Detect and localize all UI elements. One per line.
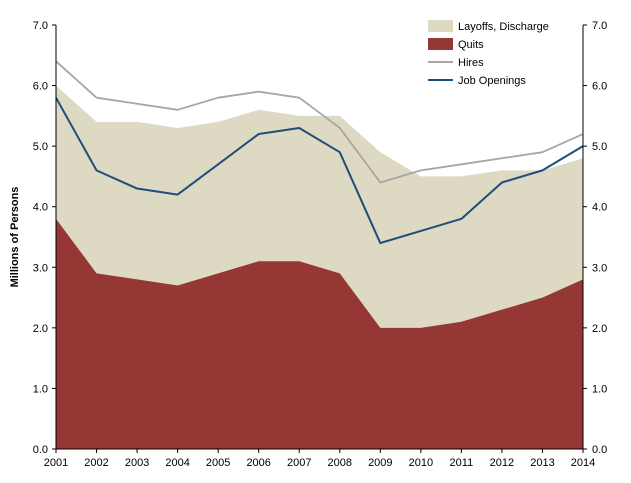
x-tick-label: 2005 <box>206 457 230 469</box>
quits-area <box>56 218 583 449</box>
legend: Layoffs, Discharge Quits Hires Job Openings <box>428 20 549 87</box>
y-tick-label-right: 6.0 <box>592 81 607 93</box>
x-tick-label: 2007 <box>287 457 311 469</box>
axes: 0.0 0.0 1.0 1.0 2.0 2.0 3.0 3.0 4.0 4.0 5.0 5.0 6.0 6… <box>33 20 608 469</box>
y-tick-label-left: 1.0 <box>33 383 48 395</box>
y-tick-label-left: 5.0 <box>33 141 48 153</box>
plot-area <box>55 60 584 450</box>
x-tick-label: 2010 <box>409 457 433 469</box>
y-tick-label-right: 2.0 <box>592 323 607 335</box>
y-tick-label-left: 3.0 <box>33 262 48 274</box>
x-tick-label: 2004 <box>165 457 189 469</box>
y-tick-label-right: 3.0 <box>592 262 607 274</box>
y-tick-label-left: 7.0 <box>33 20 48 32</box>
y-axis-title: Millions of Persons <box>9 187 21 288</box>
y-tick-label-right: 7.0 <box>592 20 607 32</box>
x-tick-label: 2001 <box>44 457 68 469</box>
hires-line <box>55 60 584 184</box>
x-tick-label: 2011 <box>450 457 474 469</box>
x-tick-label: 2002 <box>84 457 108 469</box>
y-tick-label-right: 1.0 <box>592 383 607 395</box>
y-tick-label-left: 0.0 <box>33 444 48 456</box>
x-tick-label: 2012 <box>490 457 514 469</box>
x-tick-label: 2008 <box>328 457 352 469</box>
y-tick-label-left: 6.0 <box>33 81 48 93</box>
x-tick-label: 2009 <box>368 457 392 469</box>
legend-label-layoffs-discharge: Layoffs, Discharge <box>458 21 549 33</box>
x-tick-label: 2014 <box>571 457 595 469</box>
y-tick-label-right: 5.0 <box>592 141 607 153</box>
y-tick-label-left: 2.0 <box>33 323 48 335</box>
legend-swatch-quits <box>428 38 453 50</box>
legend-label-job-openings: Job Openings <box>458 75 526 87</box>
job-openings-line <box>55 97 584 245</box>
y-tick-label-left: 4.0 <box>33 202 48 214</box>
x-tick-label: 2006 <box>246 457 270 469</box>
y-tick-label-right: 0.0 <box>592 444 607 456</box>
y-tick-label-right: 4.0 <box>592 202 607 214</box>
x-tick-label: 2003 <box>125 457 149 469</box>
x-tick-label: 2013 <box>530 457 554 469</box>
legend-label-quits: Quits <box>458 39 484 51</box>
legend-swatch-layoffs-discharge <box>428 20 453 32</box>
legend-label-hires: Hires <box>458 57 484 69</box>
